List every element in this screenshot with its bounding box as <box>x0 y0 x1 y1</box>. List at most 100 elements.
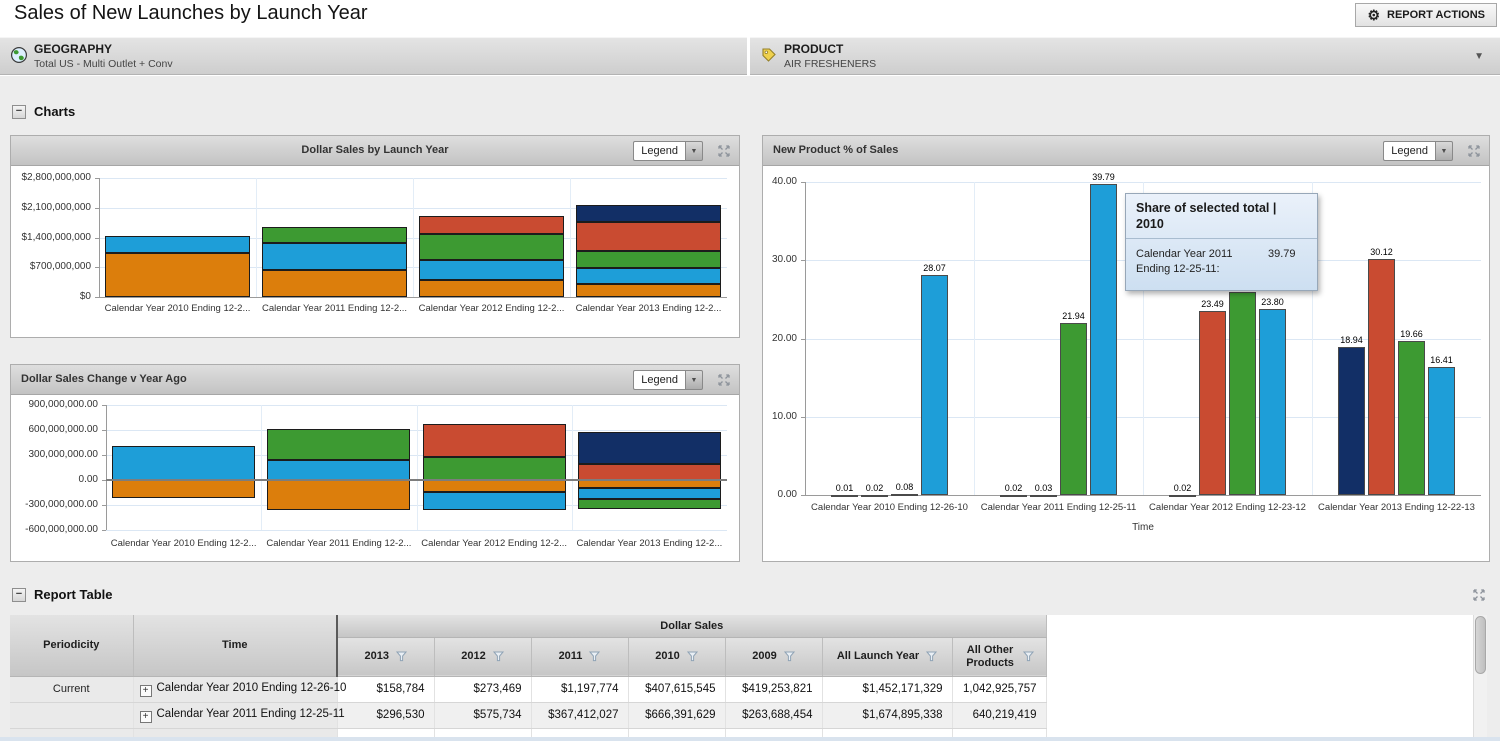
bar-segment-2010-launches[interactable] <box>112 445 256 480</box>
periodicity-cell <box>10 702 134 729</box>
gridline <box>974 182 975 495</box>
filter-funnel-icon[interactable] <box>783 651 795 662</box>
axis-tick <box>102 530 106 531</box>
legend-dropdown[interactable]: Legend ▼ <box>633 141 703 161</box>
bar-segment-2012-launches[interactable] <box>419 215 564 234</box>
table-row: + Calendar Year 2011 Ending 12-25-11 $296… <box>10 702 1047 729</box>
filter-funnel-icon[interactable] <box>1023 651 1035 662</box>
bar-segment-2009-launches[interactable] <box>267 480 411 510</box>
expand-row-icon[interactable]: + <box>139 684 152 697</box>
chart-panel-dollar-sales: Dollar Sales by Launch Year Legend ▼ $2,… <box>10 135 740 338</box>
collapse-charts-icon[interactable]: − <box>12 104 26 119</box>
bar-segment-2011-launches[interactable] <box>419 233 564 261</box>
column-header-periodicity[interactable]: Periodicity <box>10 615 134 677</box>
bar-2012-launches[interactable] <box>861 494 888 497</box>
legend-dropdown[interactable]: Legend ▼ <box>633 370 703 390</box>
filter-funnel-icon[interactable] <box>686 651 698 662</box>
chart1-header: Dollar Sales by Launch Year Legend ▼ <box>11 136 739 166</box>
report-actions-button[interactable]: ⚙ REPORT ACTIONS <box>1355 3 1497 27</box>
bar-segment-2010-launches[interactable] <box>422 492 566 510</box>
y-axis-tick-label: $0 <box>79 291 91 302</box>
bar-segment-2010-launches[interactable] <box>267 460 411 480</box>
column-header-all-other-products[interactable]: All Other Products <box>952 637 1047 677</box>
chevron-down-icon[interactable]: ▼ <box>1474 51 1484 62</box>
column-header-2010[interactable]: 2010 <box>628 637 726 677</box>
time-cell: + Calendar Year 2010 Ending 12-26-10 <box>133 676 346 703</box>
bar-2012-launches[interactable] <box>1199 311 1226 495</box>
bar-2013-launches[interactable] <box>1169 494 1196 497</box>
bar-segment-2009-launches[interactable] <box>419 280 564 297</box>
bar-2013-launches[interactable] <box>1338 346 1365 495</box>
chart3-plot-area: Share of selected total | 2010 Calendar … <box>763 166 1489 561</box>
bar-2011-launches[interactable] <box>1229 291 1256 495</box>
geography-filter[interactable]: GEOGRAPHY Total US - Multi Outlet + Conv <box>0 37 747 75</box>
y-axis-tick-label: 300,000,000.00 <box>28 449 98 460</box>
axis-tick <box>102 430 106 431</box>
bar-segment-2009-launches[interactable] <box>262 270 407 297</box>
filter-funnel-icon[interactable] <box>589 651 601 662</box>
filter-funnel-icon[interactable] <box>926 651 938 662</box>
bar-segment-2009-launches[interactable] <box>112 480 256 498</box>
bar-segment-2012-launches[interactable] <box>576 222 721 252</box>
bar-segment-2010-launches[interactable] <box>577 488 721 500</box>
bar-segment-2011-launches[interactable] <box>267 429 411 460</box>
bar-2011-launches[interactable] <box>1398 341 1425 495</box>
bar-2011-launches[interactable] <box>1060 323 1087 495</box>
bar-2010-launches[interactable] <box>921 275 948 495</box>
bar-2012-launches[interactable] <box>1368 259 1395 495</box>
bar-segment-2010-launches[interactable] <box>419 260 564 280</box>
bar-segment-2012-launches[interactable] <box>422 424 566 457</box>
expand-row-icon[interactable]: + <box>139 710 152 723</box>
value-cell: $296,530 <box>337 702 435 729</box>
vertical-scrollbar[interactable] <box>1473 615 1487 737</box>
column-header-2012[interactable]: 2012 <box>434 637 532 677</box>
bar-2010-launches[interactable] <box>1259 308 1286 495</box>
y-axis-tick-label: $700,000,000 <box>29 261 91 273</box>
bar-segment-2013-launches[interactable] <box>576 205 721 223</box>
column-header-2013[interactable]: 2013 <box>337 637 435 677</box>
column-header-2009[interactable]: 2009 <box>725 637 823 677</box>
bar-segment-2010-launches[interactable] <box>105 236 250 254</box>
maximize-icon[interactable] <box>1467 144 1481 163</box>
column-header-2011[interactable]: 2011 <box>531 637 629 677</box>
bar-segment-2013-launches[interactable] <box>577 431 721 465</box>
horizontal-scroll-strip[interactable] <box>0 737 1500 741</box>
bar-segment-2012-launches[interactable] <box>577 464 721 480</box>
bar-2011-launches[interactable] <box>891 494 918 497</box>
bar-2012-launches[interactable] <box>1030 494 1057 497</box>
bar-segment-2009-launches[interactable] <box>105 253 250 297</box>
bar-segment-2010-launches[interactable] <box>262 242 407 271</box>
bar-2010-launches[interactable] <box>1428 366 1455 495</box>
maximize-icon[interactable] <box>717 373 731 392</box>
column-header-all-launch-year[interactable]: All Launch Year <box>822 637 953 677</box>
bar-segment-2011-launches[interactable] <box>577 499 721 510</box>
bar-value-label: 30.12 <box>1370 247 1393 258</box>
axis-tick <box>95 178 99 179</box>
bar-segment-2011-launches[interactable] <box>262 226 407 243</box>
bar-2013-launches[interactable] <box>1000 494 1027 497</box>
bar-segment-2011-launches[interactable] <box>576 251 721 269</box>
bar-segment-2009-launches[interactable] <box>576 284 721 297</box>
charts-section-header: − Charts <box>12 104 75 119</box>
filter-funnel-icon[interactable] <box>492 651 504 662</box>
y-axis <box>99 178 100 297</box>
scrollbar-thumb[interactable] <box>1475 616 1486 674</box>
chart2-plot-area: 900,000,000.00 600,000,000.00 300,000,000.… <box>11 395 739 561</box>
column-header-time[interactable]: Time <box>133 615 338 677</box>
bar-segment-2011-launches[interactable] <box>422 456 566 480</box>
bar-2013-launches[interactable] <box>831 494 858 497</box>
filter-funnel-icon[interactable] <box>395 651 407 662</box>
tooltip-row-value: 39.79 <box>1268 248 1296 261</box>
product-filter[interactable]: PRODUCT AIR FRESHENERS ▼ <box>750 37 1500 75</box>
maximize-icon[interactable] <box>717 144 731 163</box>
gridline <box>261 405 263 530</box>
bar-segment-2010-launches[interactable] <box>576 268 721 285</box>
x-axis <box>805 495 1481 496</box>
maximize-icon[interactable] <box>1472 588 1486 607</box>
bar-segment-2009-launches[interactable] <box>577 480 721 489</box>
bar-segment-2009-launches[interactable] <box>422 480 566 493</box>
bar-2010-launches[interactable] <box>1090 183 1117 495</box>
collapse-table-icon[interactable]: − <box>12 587 26 602</box>
gridline <box>106 530 727 531</box>
legend-dropdown[interactable]: Legend ▼ <box>1383 141 1453 161</box>
